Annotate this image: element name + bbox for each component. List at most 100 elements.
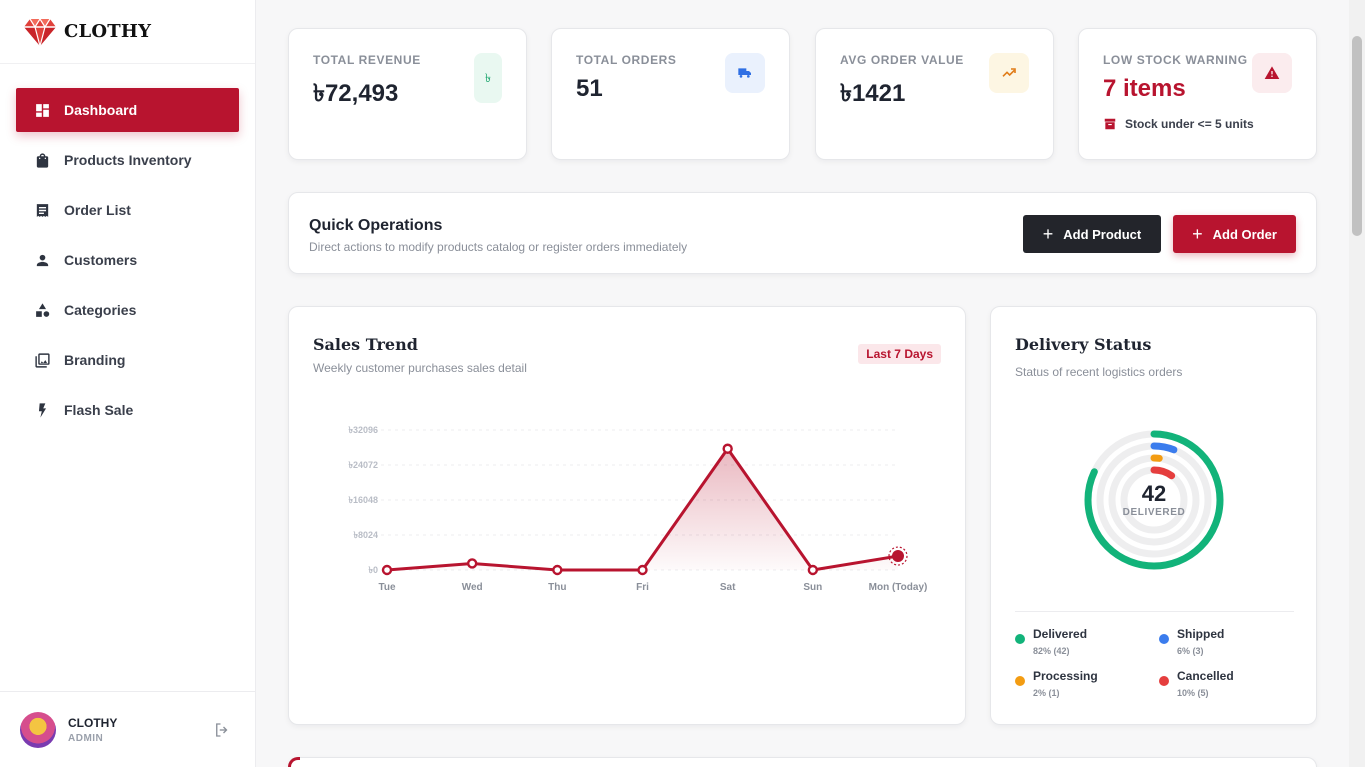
add-order-label: Add Order (1212, 226, 1277, 242)
stat-label: TOTAL ORDERS (576, 53, 677, 67)
plus-icon: + (1192, 224, 1203, 244)
x-category-label: Wed (462, 582, 483, 593)
y-tick-label: ৳16048 (348, 495, 378, 505)
stat-value: ৳1421 (840, 80, 906, 107)
taka-icon: ৳ (474, 53, 502, 103)
receipt-icon (33, 201, 51, 219)
y-tick-label: ৳32096 (348, 425, 378, 435)
sidebar-item-label: Branding (64, 352, 126, 368)
stat-value: 51 (576, 75, 603, 102)
legend-dot (1015, 634, 1025, 644)
stock-note-text: Stock under <= 5 units (1125, 117, 1254, 131)
legend-processing: Processing 2% (1) (1015, 669, 1098, 698)
sidebar-item-label: Flash Sale (64, 402, 134, 418)
add-order-button[interactable]: + Add Order (1173, 215, 1296, 253)
sales-trend-chart: ৳0 ৳8024 ৳16048 ৳24072 ৳32096 Tue Wed Thu Fri Sat… (348, 425, 928, 593)
x-category-label: Sun (803, 582, 822, 593)
brand-name: CLOTHY (64, 21, 152, 42)
logout-icon[interactable] (213, 721, 231, 739)
legend-shipped: Shipped 6% (3) (1159, 627, 1224, 656)
data-point (892, 550, 904, 563)
svg-text:৳: ৳ (485, 71, 491, 85)
stat-card-total-revenue: TOTAL REVENUE ৳72,493 ৳ (288, 28, 527, 160)
sidebar-nav: Dashboard Products Inventory Order List … (0, 64, 255, 432)
stock-note: Stock under <= 5 units (1103, 117, 1292, 131)
donut-center-label: DELIVERED (1122, 507, 1186, 518)
card-accent (288, 757, 300, 767)
add-product-button[interactable]: + Add Product (1023, 215, 1161, 253)
legend-value: 6% (3) (1177, 646, 1204, 656)
warning-icon (1252, 53, 1292, 93)
sidebar-item-categories[interactable]: Categories (16, 288, 239, 332)
user-icon (33, 251, 51, 269)
shapes-icon (33, 301, 51, 319)
x-category-label: Sat (720, 582, 736, 593)
ring-arc-processing (1108, 454, 1200, 546)
stat-value: ৳72,493 (313, 80, 399, 107)
sidebar-item-label: Products Inventory (64, 152, 192, 168)
trending-up-icon (989, 53, 1029, 93)
brand[interactable]: CLOTHY (0, 0, 255, 64)
quick-operations-subtitle: Direct actions to modify products catalo… (309, 240, 688, 254)
period-badge[interactable]: Last 7 Days (858, 344, 941, 364)
archive-icon (1104, 118, 1116, 130)
sidebar-item-label: Dashboard (64, 102, 138, 118)
sidebar-item-label: Categories (64, 302, 137, 318)
stat-label: LOW STOCK WARNING (1103, 53, 1248, 67)
plus-icon: + (1042, 224, 1054, 244)
delivery-status-subtitle: Status of recent logistics orders (1015, 365, 1183, 379)
sidebar-item-branding[interactable]: Branding (16, 338, 239, 382)
sidebar-item-label: Order List (64, 202, 131, 218)
x-category-label: Fri (636, 582, 649, 593)
diamond-logo-icon (24, 17, 56, 47)
stat-card-total-orders: TOTAL ORDERS 51 (551, 28, 790, 160)
quick-operations-title: Quick Operations (309, 217, 443, 234)
user-name: CLOTHY (68, 715, 118, 730)
sidebar-item-products-inventory[interactable]: Products Inventory (16, 138, 239, 182)
sidebar-item-label: Customers (64, 252, 138, 268)
sidebar-item-order-list[interactable]: Order List (16, 188, 239, 232)
avatar[interactable] (20, 711, 56, 748)
x-category-label: Mon (Today) (869, 582, 928, 593)
dashboard-icon (33, 101, 51, 119)
legend-divider (1015, 611, 1294, 612)
delivery-donut: 42 DELIVERED (1083, 429, 1225, 571)
x-category-label: Tue (378, 582, 395, 593)
sidebar-item-dashboard[interactable]: Dashboard (16, 88, 239, 132)
truck-icon (725, 53, 765, 93)
sidebar-item-customers[interactable]: Customers (16, 238, 239, 282)
ring-arc-delivered (1084, 430, 1224, 570)
sales-area (387, 448, 898, 570)
delivery-status-title: Delivery Status (1015, 335, 1152, 354)
bolt-icon (33, 401, 51, 419)
legend-name: Shipped (1177, 627, 1225, 641)
sales-line (386, 447, 899, 572)
y-tick-label: ৳24072 (348, 460, 378, 470)
delivery-status-card: Delivery Status Status of recent logisti… (990, 306, 1317, 725)
scrollbar-thumb[interactable] (1352, 36, 1362, 236)
page-scrollbar[interactable] (1349, 0, 1365, 767)
today-point-halo (888, 546, 908, 566)
data-point (807, 564, 819, 576)
legend-name: Delivered (1033, 627, 1088, 641)
legend-delivered: Delivered 82% (42) (1015, 627, 1087, 656)
data-point (466, 558, 478, 569)
stat-label: AVG ORDER VALUE (840, 53, 964, 67)
sidebar-item-flash-sale[interactable]: Flash Sale (16, 388, 239, 432)
data-point (552, 564, 563, 576)
y-tick-label: ৳0 (369, 565, 379, 575)
shopping-bag-icon (33, 151, 51, 169)
image-icon (33, 351, 51, 369)
legend-name: Processing (1033, 669, 1098, 683)
donut-center-value: 42 (1141, 481, 1167, 506)
stat-card-avg-order-value: AVG ORDER VALUE ৳1421 (815, 28, 1054, 160)
legend-dot (1159, 634, 1169, 644)
stat-card-low-stock: LOW STOCK WARNING 7 items Stock under <=… (1078, 28, 1317, 160)
legend-name: Cancelled (1177, 669, 1234, 683)
user-profile: CLOTHY ADMIN (0, 691, 255, 767)
next-section-card (288, 757, 1317, 767)
x-category-label: Thu (548, 582, 566, 593)
sales-trend-subtitle: Weekly customer purchases sales detail (313, 361, 527, 375)
stat-label: TOTAL REVENUE (313, 53, 421, 67)
sales-trend-title: Sales Trend (313, 335, 418, 354)
